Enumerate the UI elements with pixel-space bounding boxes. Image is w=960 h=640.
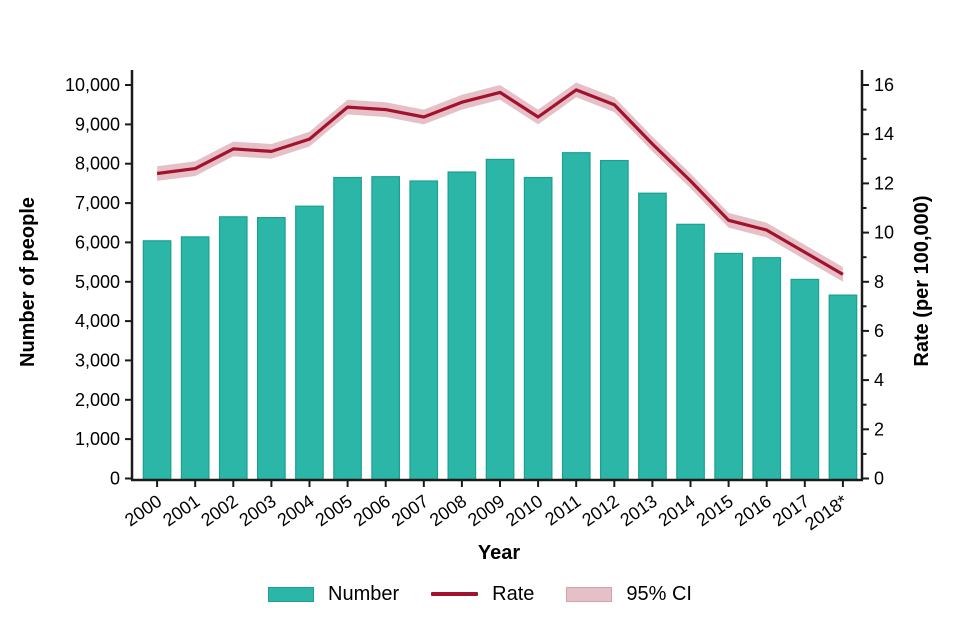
bar-2003 bbox=[257, 217, 286, 481]
axis-ticks bbox=[125, 84, 869, 487]
right-axis-title: Rate (per 100,000) bbox=[911, 195, 933, 366]
x-tick-label: 2016 bbox=[731, 491, 775, 530]
bar-2001 bbox=[180, 236, 210, 481]
x-tick-label: 2002 bbox=[197, 491, 241, 530]
right-tick-label: 4 bbox=[874, 370, 884, 390]
legend-label-number: Number bbox=[328, 583, 400, 605]
right-tick-label: 14 bbox=[874, 124, 894, 144]
x-tick-label: 2018* bbox=[801, 491, 851, 534]
bar-2006 bbox=[371, 176, 400, 481]
x-tick-label: 2010 bbox=[502, 491, 546, 530]
bar-2014 bbox=[676, 223, 705, 481]
x-tick-label: 2004 bbox=[274, 491, 318, 530]
bar-2012 bbox=[599, 160, 629, 481]
left-tick-label: 7,000 bbox=[75, 193, 120, 213]
bar-2013 bbox=[638, 192, 667, 481]
bar-2007 bbox=[409, 180, 439, 481]
x-tick-label: 2015 bbox=[693, 491, 737, 530]
x-tick-label: 2011 bbox=[541, 491, 584, 530]
x-tick-label: 2001 bbox=[159, 491, 203, 530]
bar-2004 bbox=[295, 205, 324, 481]
bar-2017 bbox=[790, 278, 820, 481]
x-tick-label: 2005 bbox=[312, 491, 356, 530]
axis-titles: Number of people Rate (per 100,000) Year bbox=[17, 195, 933, 564]
left-tick-label: 2,000 bbox=[75, 390, 120, 410]
right-tick-label: 12 bbox=[874, 173, 894, 193]
rate-line-swatch-icon bbox=[431, 592, 479, 596]
right-tick-label: 16 bbox=[874, 75, 894, 95]
bar-2008 bbox=[447, 171, 477, 481]
legend-label-ci: 95% CI bbox=[626, 583, 692, 605]
left-tick-label: 10,000 bbox=[65, 75, 120, 95]
x-tick-label: 2007 bbox=[388, 491, 432, 530]
bar-2002 bbox=[218, 216, 248, 481]
x-tick-label: 2003 bbox=[235, 491, 279, 530]
x-tick-label: 2009 bbox=[464, 491, 508, 530]
left-tick-label: 8,000 bbox=[75, 154, 120, 174]
legend-item-rate: Rate bbox=[431, 584, 534, 604]
bar-2009 bbox=[485, 158, 515, 481]
bar-2016 bbox=[752, 257, 782, 481]
number-swatch-icon bbox=[268, 586, 314, 602]
axes bbox=[130, 70, 864, 482]
right-tick-label: 6 bbox=[874, 321, 884, 341]
x-tick-label: 2000 bbox=[121, 491, 165, 530]
x-tick-label: 2013 bbox=[616, 491, 660, 530]
bar-2018* bbox=[828, 294, 858, 481]
bar-2015 bbox=[714, 252, 744, 481]
rate-line bbox=[156, 88, 844, 276]
left-tick-label: 3,000 bbox=[75, 350, 120, 370]
left-tick-label: 1,000 bbox=[75, 429, 120, 449]
left-tick-label: 9,000 bbox=[75, 114, 120, 134]
bars-series bbox=[142, 152, 858, 481]
right-tick-label: 2 bbox=[874, 419, 884, 439]
left-tick-label: 0 bbox=[110, 469, 120, 489]
bar-2010 bbox=[523, 176, 553, 481]
left-tick-label: 4,000 bbox=[75, 311, 120, 331]
right-tick-label: 10 bbox=[874, 223, 894, 243]
left-axis-title: Number of people bbox=[17, 197, 39, 367]
x-tick-label: 2014 bbox=[655, 491, 699, 530]
right-tick-label: 8 bbox=[874, 272, 884, 292]
legend-item-ci: 95% CI bbox=[566, 584, 692, 604]
bar-2005 bbox=[333, 176, 362, 481]
chart-legend: Number Rate 95% CI bbox=[0, 584, 960, 604]
left-tick-label: 6,000 bbox=[75, 232, 120, 252]
left-tick-label: 5,000 bbox=[75, 272, 120, 292]
x-axis-title: Year bbox=[478, 542, 520, 564]
legend-label-rate: Rate bbox=[492, 583, 535, 605]
bar-2000 bbox=[142, 240, 172, 481]
legend-item-number: Number bbox=[268, 584, 399, 604]
bar-2011 bbox=[561, 152, 591, 481]
ci-band-swatch-icon bbox=[566, 586, 613, 602]
x-tick-label: 2008 bbox=[426, 491, 470, 530]
x-tick-label: 2012 bbox=[578, 491, 622, 530]
right-tick-label: 0 bbox=[874, 469, 884, 489]
x-tick-label: 2006 bbox=[350, 491, 394, 530]
